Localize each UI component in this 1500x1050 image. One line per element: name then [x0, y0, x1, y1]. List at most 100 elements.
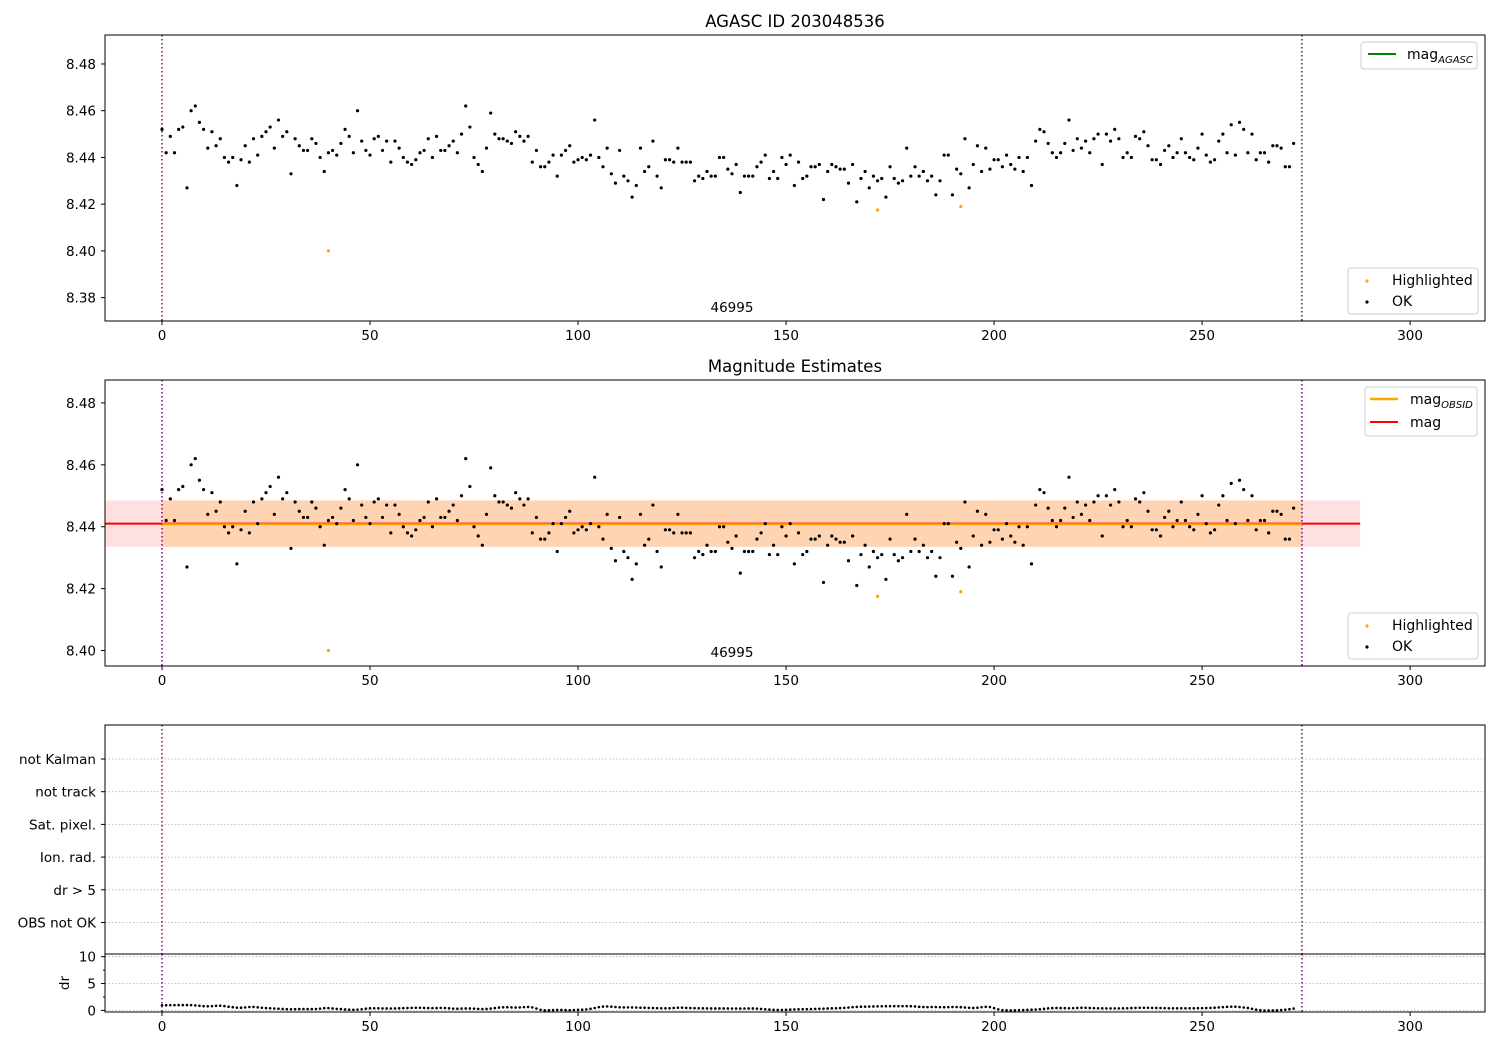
dr-point: [177, 1003, 180, 1007]
data-point-ok: [1217, 503, 1221, 507]
agasc-legend-lower[interactable]: Highlighted OK: [1347, 267, 1479, 315]
dr-point: [626, 1006, 630, 1009]
x-tick-label: 250: [1189, 673, 1215, 689]
dr-point: [335, 1007, 339, 1011]
data-point-ok: [451, 139, 455, 143]
data-point-ok: [380, 515, 385, 520]
dr-point: [622, 1006, 626, 1009]
dr-point: [780, 1008, 784, 1012]
dr-point: [235, 1006, 239, 1009]
data-point-ok: [1188, 525, 1192, 529]
y-tick-label: 8.42: [66, 197, 96, 213]
dr-point: [481, 1007, 484, 1011]
data-point-ok: [509, 506, 514, 510]
estimates-legend-lower[interactable]: Highlighted OK: [1347, 612, 1479, 660]
data-point-ok: [580, 525, 584, 529]
dr-point: [401, 1006, 405, 1010]
data-point-ok: [896, 181, 900, 185]
data-point-ok: [597, 525, 601, 529]
data-point-ok: [680, 160, 684, 164]
dr-point: [1005, 1009, 1008, 1012]
data-point-ok: [767, 176, 772, 181]
data-point-ok: [942, 153, 946, 157]
data-point-ok: [534, 515, 539, 520]
dr-point: [793, 1008, 796, 1011]
dr-point: [1188, 1006, 1191, 1010]
data-point-ok: [667, 158, 672, 162]
estimates-panel-frame: [104, 379, 1486, 667]
dr-point: [1084, 1006, 1087, 1010]
data-point-ok: [389, 531, 393, 535]
data-point-ok: [285, 130, 289, 134]
dr-point: [476, 1007, 480, 1011]
dr-point: [634, 1006, 638, 1009]
data-point-ok: [1146, 144, 1150, 148]
data-point-ok: [1092, 500, 1096, 504]
data-point-ok: [572, 160, 576, 164]
dr-point: [818, 1007, 821, 1011]
data-point-ok: [526, 134, 530, 139]
dr-point: [639, 1006, 642, 1010]
dr-point: [597, 1005, 601, 1009]
dr-point: [822, 1007, 825, 1010]
dr-point: [268, 1006, 272, 1010]
data-point-ok: [738, 190, 742, 195]
data-point-ok: [747, 549, 751, 554]
data-point-ok: [489, 111, 493, 115]
dr-point: [1013, 1008, 1017, 1012]
dr-point: [888, 1004, 892, 1008]
data-point-ok: [842, 540, 846, 544]
data-point-ok: [984, 146, 988, 150]
dr-point: [826, 1007, 829, 1010]
data-point-ok: [655, 549, 659, 554]
data-point-ok: [1229, 123, 1233, 127]
y-tick-label: 0: [87, 1003, 96, 1019]
data-point-ok: [622, 174, 626, 178]
data-point-ok: [1254, 158, 1258, 162]
data-point-ok: [1175, 151, 1179, 155]
y-tick-label: 8.42: [66, 582, 96, 598]
data-point-ok: [239, 528, 243, 532]
estimates-legend-upper[interactable]: magOBSID mag: [1364, 386, 1478, 437]
data-point-ok: [593, 475, 597, 479]
data-point-ok: [451, 503, 455, 507]
data-point-ok: [584, 158, 588, 162]
data-point-ok: [368, 522, 372, 526]
data-point-ok: [759, 160, 763, 164]
data-point-ok: [335, 522, 339, 526]
data-point-ok: [189, 463, 193, 467]
y-tick-label: 8.44: [66, 150, 96, 166]
data-point-ok: [613, 559, 618, 563]
agasc-legend-upper[interactable]: magAGASC: [1360, 41, 1478, 70]
data-point-ok: [705, 543, 709, 547]
dr-point: [1001, 1008, 1004, 1012]
y-tick-label: 8.46: [66, 458, 96, 474]
legend-box: [1347, 267, 1479, 315]
data-point-ok: [1104, 132, 1109, 136]
data-point-ok: [455, 518, 459, 523]
data-point-ok: [439, 515, 443, 520]
legend-label-highlighted: Highlighted: [1392, 618, 1473, 634]
data-point-ok: [1154, 528, 1158, 532]
dr-point: [218, 1004, 222, 1007]
dr-point: [922, 1005, 925, 1009]
data-point-ok: [459, 494, 464, 498]
dr-point: [543, 1009, 547, 1012]
data-point-ok: [1000, 537, 1004, 541]
data-point-ok: [476, 162, 480, 167]
data-point-ok: [892, 176, 896, 181]
data-point-ok: [572, 531, 576, 535]
data-point-ok: [959, 172, 963, 176]
dr-point: [697, 1006, 700, 1010]
data-point-ok: [784, 162, 788, 167]
dr-point: [967, 1006, 971, 1010]
data-point-ok: [830, 534, 834, 538]
dr-point: [976, 1006, 979, 1010]
data-point-ok: [410, 534, 414, 538]
data-point-ok: [434, 497, 439, 501]
dr-point: [714, 1007, 717, 1010]
data-point-ok: [422, 515, 426, 520]
x-tick-label: 0: [158, 328, 167, 344]
data-point-ok: [231, 525, 235, 529]
